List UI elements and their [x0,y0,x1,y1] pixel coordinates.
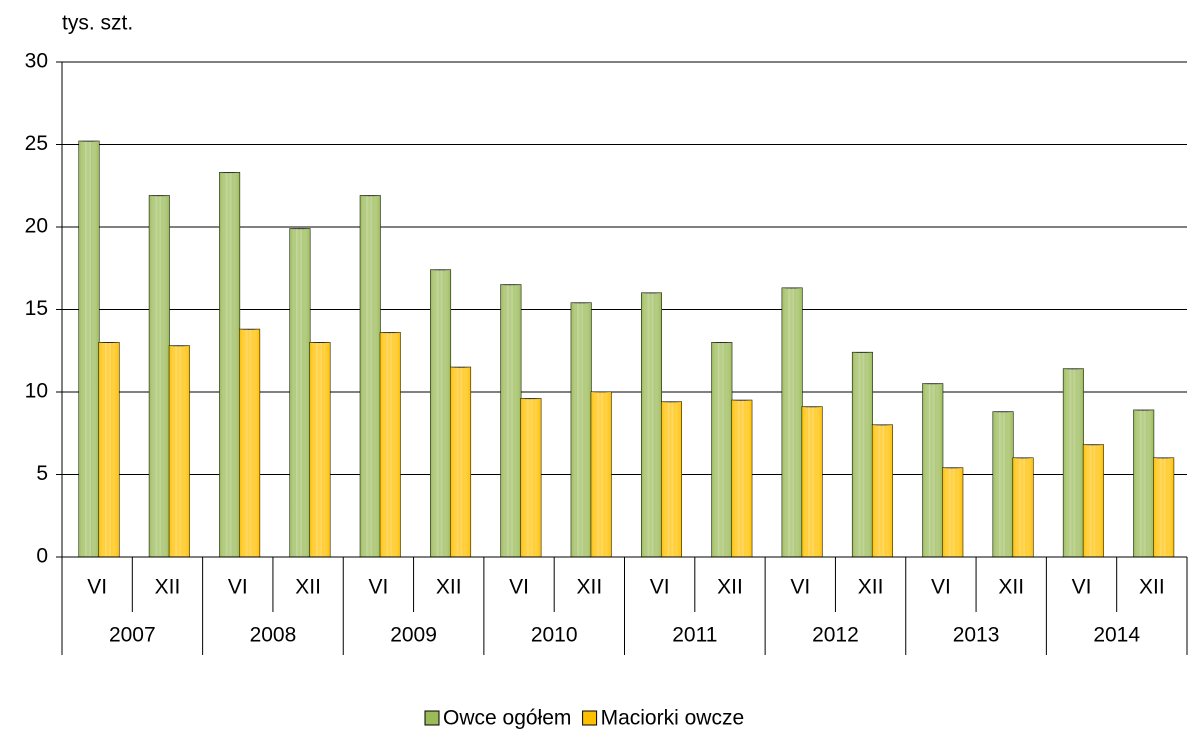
group-label: 2013 [953,624,1000,647]
group-label: 2007 [109,624,156,647]
x-tick-label: XII [436,576,462,599]
bar-shine [717,342,724,557]
bar-shine [808,406,815,557]
bar-shine [175,345,182,557]
group-label: 2011 [672,624,717,647]
y-axis-label: tys. szt. [62,12,133,35]
y-tick-label: 30 [25,50,48,73]
bar-shine [577,302,584,557]
bar-shine [788,288,795,557]
x-tick-label: XII [1139,576,1165,599]
x-tick-label: VI [1072,576,1092,599]
x-tick-label: VI [509,576,529,599]
bar-shine [1019,458,1026,557]
bar-shine [667,401,674,557]
bar-shine [858,352,865,557]
x-tick-label: VI [368,576,388,599]
y-tick-label: 25 [25,132,48,155]
x-tick-label: XII [998,576,1024,599]
x-tick-label: VI [650,576,670,599]
bar-shine [85,141,91,557]
bar-shine [1069,368,1076,557]
group-label: 2010 [531,624,578,647]
group-label: 2012 [812,624,859,647]
x-tick-label: VI [228,576,248,599]
bar-shine [1089,444,1096,557]
y-tick-label: 10 [25,380,48,403]
bar-shine [928,383,935,557]
bar-shine [436,269,443,557]
bar-shine [948,467,955,557]
legend-label: Maciorki owcze [601,707,745,729]
y-tick-label: 0 [36,545,48,568]
group-label: 2009 [390,624,437,647]
bar-shine [597,392,604,557]
bar-shine [386,332,393,557]
bar-shine [647,293,654,557]
x-tick-label: XII [295,576,321,599]
bar-shine [526,398,533,557]
x-tick-label: XII [577,576,603,599]
bar-shine [366,195,373,557]
bar-shine [878,425,885,557]
legend-swatch [582,710,598,726]
group-label: 2014 [1093,624,1140,647]
bar-shine [1139,410,1146,557]
bar-shine [295,228,302,557]
bar-shine [456,367,463,557]
group-label: 2008 [250,624,297,647]
bar-shine [225,172,232,558]
y-tick-label: 5 [36,462,48,485]
x-tick-label: VI [87,576,107,599]
bar-shine [1159,458,1166,557]
bar-shine [245,329,252,557]
x-tick-label: XII [155,576,181,599]
x-tick-label: XII [717,576,743,599]
x-tick-label: XII [858,576,884,599]
bar-shine [155,195,162,557]
x-tick-label: VI [790,576,810,599]
bar-shine [105,342,111,557]
bar-shine [999,411,1006,557]
y-tick-label: 20 [25,215,48,238]
legend-swatch [424,710,440,726]
x-tick-label: VI [931,576,951,599]
bar-shine [315,342,322,557]
legend-label: Owce ogółem [443,707,571,729]
bar-shine [506,284,513,557]
y-tick-label: 15 [25,297,48,320]
bar-shine [737,400,744,557]
